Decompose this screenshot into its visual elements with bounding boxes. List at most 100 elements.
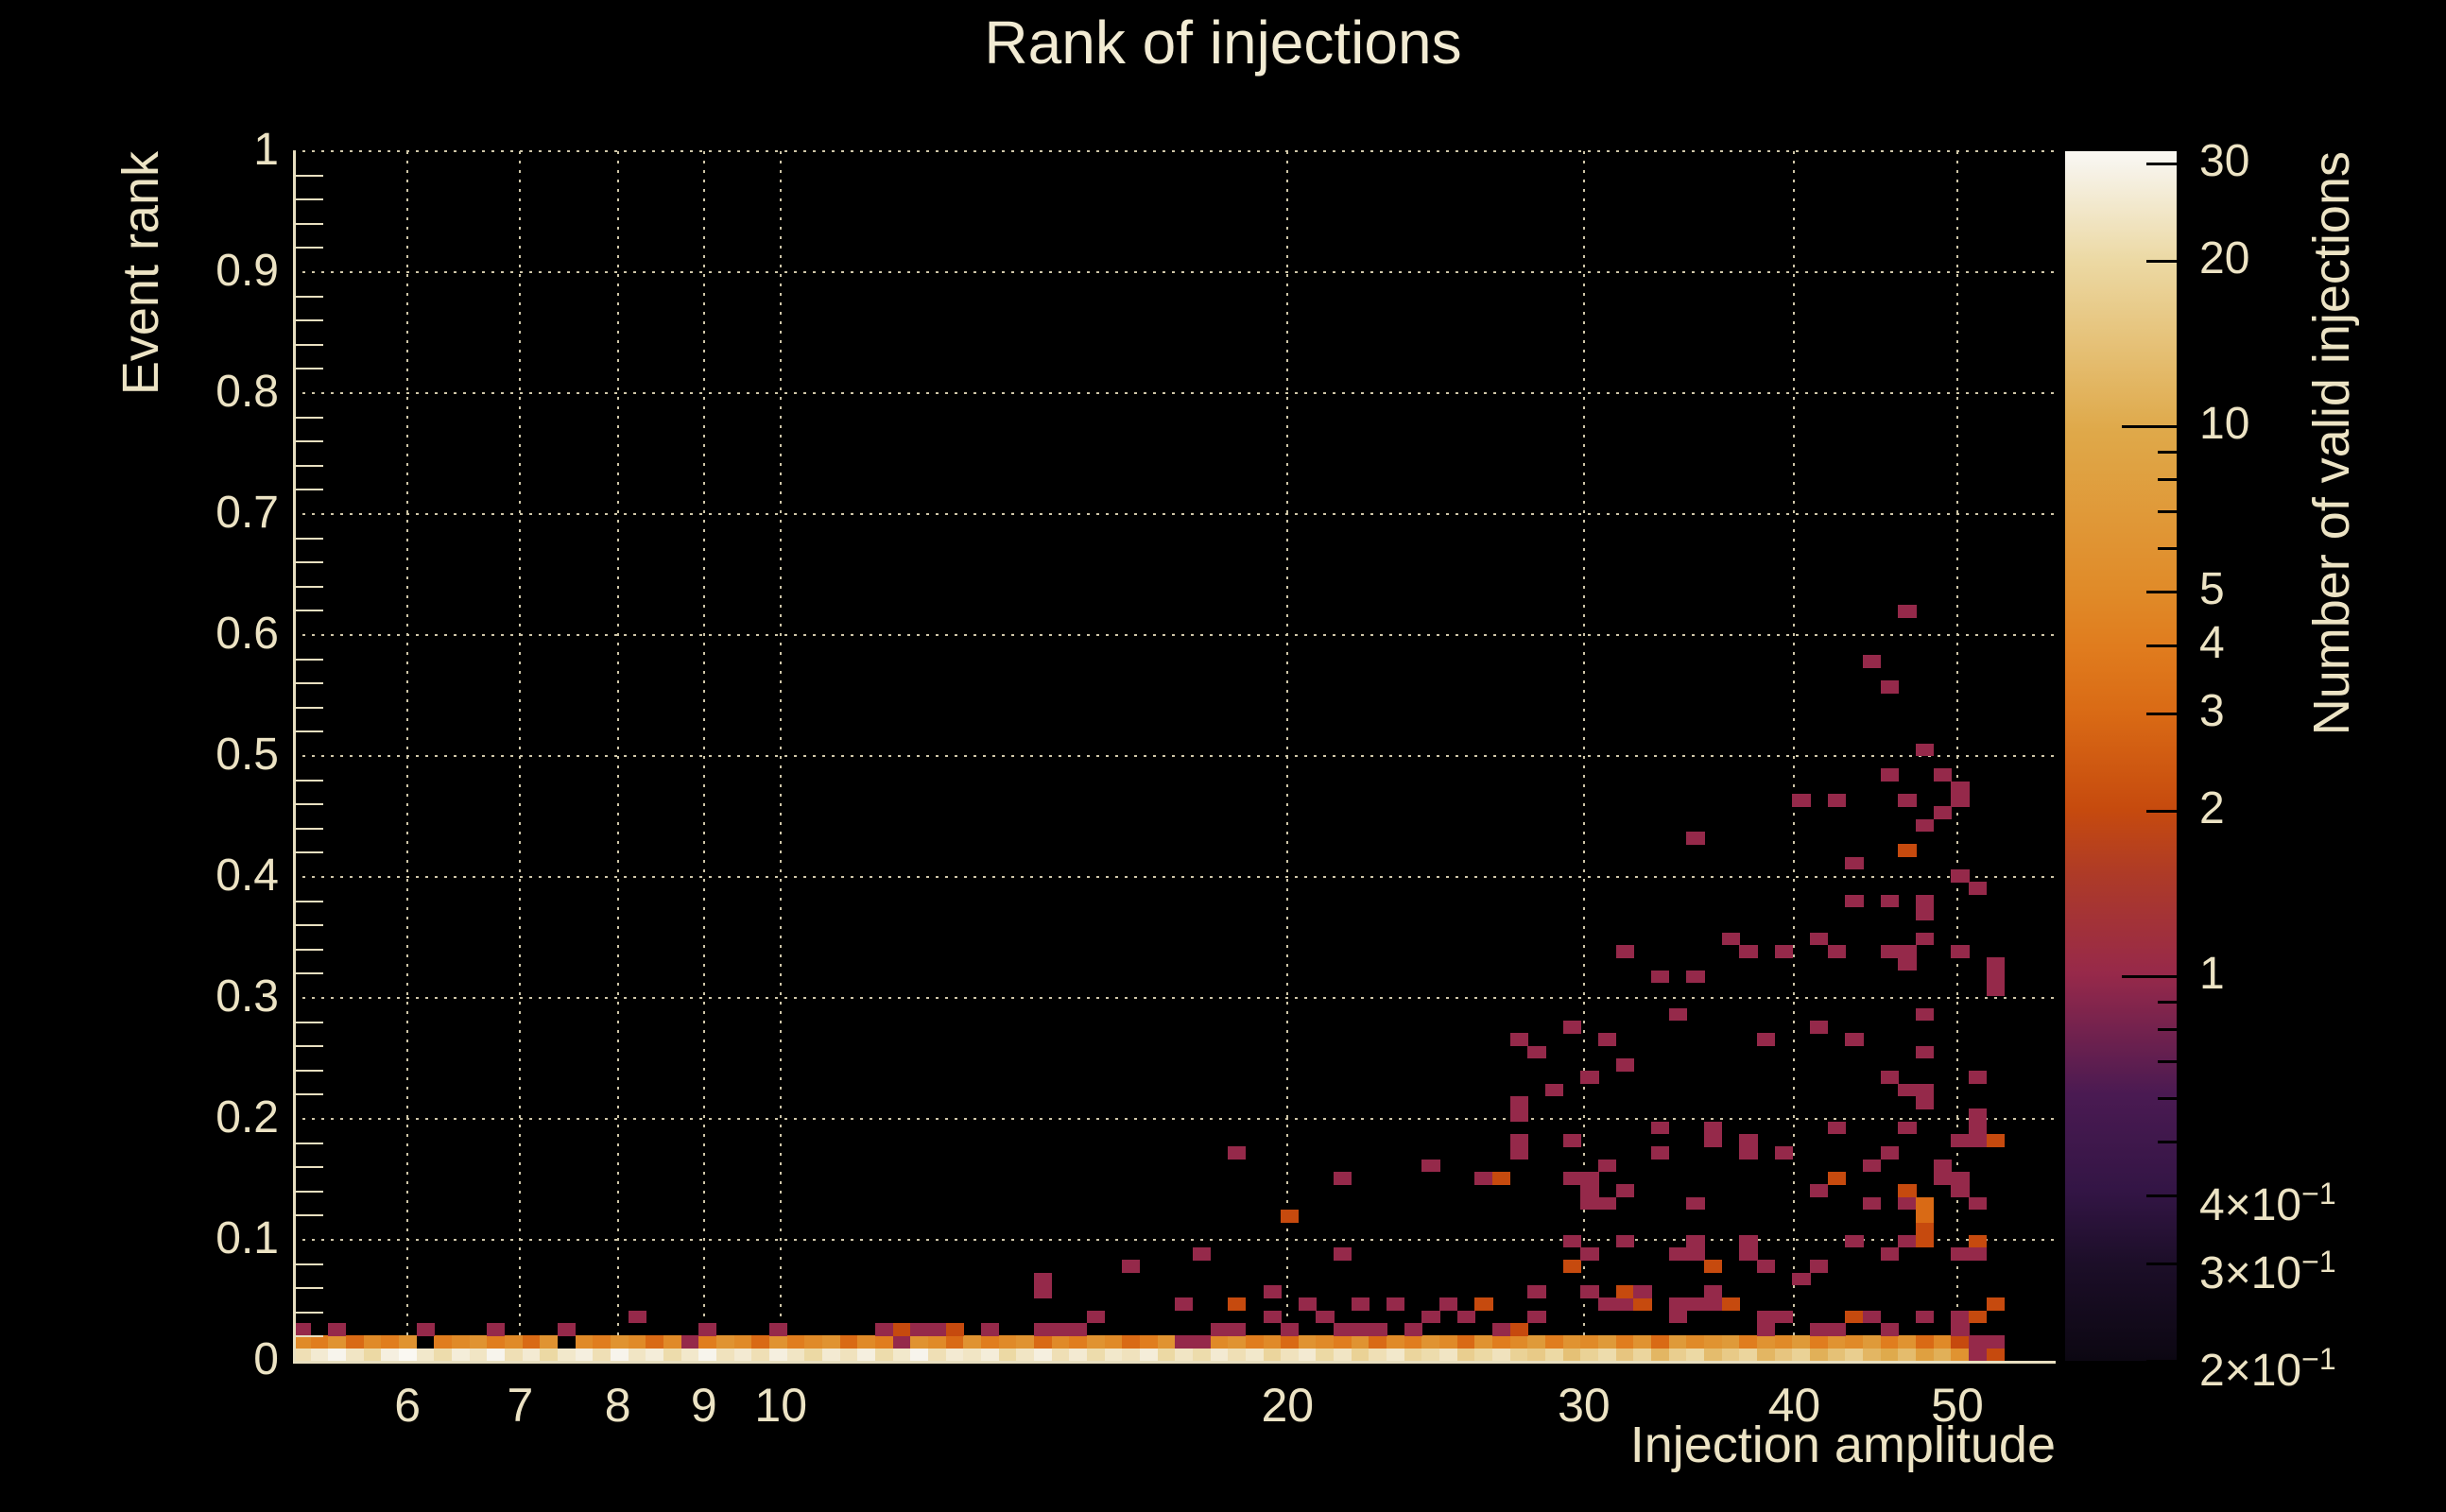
heatmap-cell [1951,781,1970,795]
heatmap-cell [1421,1159,1440,1173]
heatmap-cell [1562,1134,1581,1147]
y-tick-label: 0.2 [215,1092,279,1143]
heatmap-cell [1633,1297,1652,1312]
y-minor-tick [295,585,323,588]
x-tick-label: 7 [507,1379,534,1432]
gridline-y [293,997,2056,999]
heatmap-cell [663,1348,682,1362]
heatmap-cell [1880,1247,1899,1261]
heatmap-cell [1139,1335,1159,1349]
heatmap-cell [1686,970,1705,984]
y-minor-tick [295,174,323,177]
heatmap-cell [751,1335,770,1349]
heatmap-cell [1069,1335,1088,1349]
heatmap-cell [1916,818,1935,833]
heatmap-cell [1951,1348,1970,1362]
heatmap-cell [593,1348,612,1362]
heatmap-cell [1916,1210,1935,1223]
heatmap-cell [698,1348,717,1362]
heatmap-cell [345,1335,365,1349]
heatmap-cell [575,1348,594,1362]
heatmap-cell [1633,1348,1652,1362]
heatmap-cell [1686,1247,1705,1261]
heatmap-cell [1263,1310,1282,1324]
heatmap-cell [1615,1348,1634,1362]
heatmap-cell [504,1348,524,1362]
x-tick-label: 20 [1261,1379,1315,1432]
heatmap-cell [1916,1222,1935,1236]
x-tick-label: 6 [394,1379,422,1432]
heatmap-cell [1051,1348,1070,1362]
y-tick-label: 0.9 [215,246,279,296]
heatmap-cell [1810,1021,1829,1034]
heatmap-cell [1316,1335,1335,1349]
gridline-y [293,876,2056,878]
heatmap-cell [1086,1348,1106,1362]
heatmap-cell [768,1348,788,1362]
colorbar-minor-tick [2158,1141,2177,1144]
colorbar-tick [2146,713,2177,716]
heatmap-cell [1404,1323,1422,1336]
heatmap-cell [487,1335,506,1349]
y-minor-tick [295,1311,323,1314]
heatmap-cell [1863,1159,1882,1173]
colorbar-tick [2122,975,2177,979]
heatmap-cell [1598,1348,1617,1362]
heatmap-cell [1210,1335,1229,1349]
heatmap-cell [1545,1335,1564,1349]
y-minor-tick [295,803,323,806]
heatmap-cell [1263,1348,1282,1362]
heatmap-cell [1863,1196,1882,1211]
heatmap-cell [963,1348,982,1362]
heatmap-cell [1933,1172,1952,1185]
colorbar-tick-label: 1 [2199,949,2225,1000]
heatmap-cell [1739,1234,1758,1248]
heatmap-cell [1969,1348,1988,1362]
heatmap-cell [1615,945,1634,958]
heatmap-cell [1898,1121,1917,1135]
heatmap-cell [1404,1348,1422,1362]
heatmap-cell [1916,932,1935,946]
heatmap-cell [1810,1260,1829,1274]
heatmap-cell [1898,794,1917,807]
heatmap-cell [1845,1335,1864,1349]
y-minor-tick [295,730,323,733]
heatmap-cell [1721,1297,1740,1312]
heatmap-cell [1086,1335,1106,1349]
colorbar-tick-label: 4×10−1 [2199,1176,2336,1230]
heatmap-cell [1739,1134,1758,1147]
colorbar-tick-label: 10 [2199,398,2250,449]
colorbar-tick-label: 20 [2199,232,2250,284]
heatmap-cell [557,1323,577,1336]
heatmap-cell [469,1335,488,1349]
heatmap-cell [804,1348,823,1362]
heatmap-cell [1562,1172,1581,1185]
heatmap-cell [1086,1310,1106,1324]
colorbar-minor-tick [2158,1060,2177,1064]
heatmap-cell [451,1335,471,1349]
heatmap-cell [1562,1260,1581,1274]
heatmap-cell [1916,1007,1935,1022]
heatmap-cell [416,1348,435,1362]
heatmap-cell [398,1335,418,1349]
heatmap-cell [680,1335,699,1349]
heatmap-cell [451,1348,471,1362]
heatmap-cell [1969,1234,1988,1248]
heatmap-cell [1474,1335,1493,1349]
heatmap-cell [1880,894,1899,908]
heatmap-cell [1951,1310,1970,1324]
heatmap-cell [1686,1297,1705,1312]
heatmap-cell [1916,1348,1935,1362]
heatmap-cell [663,1335,682,1349]
heatmap-cell [1668,1310,1687,1324]
heatmap-cell [1880,1146,1899,1160]
heatmap-cell [1739,1146,1758,1160]
heatmap-cell [328,1323,347,1336]
heatmap-cell [1281,1210,1300,1223]
heatmap-cell [1245,1335,1264,1349]
heatmap-cell [1916,1335,1935,1349]
heatmap-cell [1598,1297,1617,1312]
colorbar-minor-tick [2158,547,2177,551]
heatmap-cell [1757,1310,1776,1324]
heatmap-cell [540,1335,559,1349]
